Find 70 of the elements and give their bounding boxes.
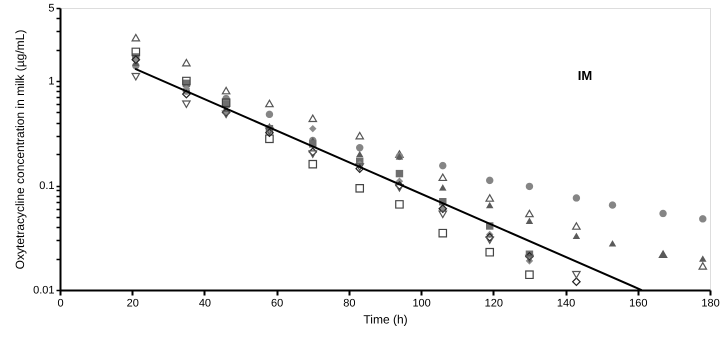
point	[699, 215, 706, 223]
point	[572, 270, 581, 279]
point	[182, 76, 191, 86]
point	[485, 232, 494, 242]
point	[355, 163, 364, 171]
point	[356, 150, 364, 158]
point	[396, 170, 404, 178]
point	[525, 252, 534, 261]
point	[132, 34, 140, 42]
point	[308, 160, 318, 168]
x-tick-label: 60	[271, 298, 284, 310]
point	[572, 194, 580, 202]
point	[439, 184, 446, 191]
point	[309, 124, 316, 132]
point	[182, 90, 191, 98]
point	[355, 184, 364, 193]
point	[526, 218, 534, 224]
point	[132, 72, 140, 81]
point	[265, 134, 274, 144]
point	[182, 58, 191, 66]
point	[308, 148, 318, 156]
point	[395, 200, 404, 209]
point	[439, 162, 446, 170]
x-tick-label: 80	[343, 298, 356, 310]
point	[438, 228, 448, 238]
x-tick-label: 20	[126, 298, 139, 310]
point	[182, 100, 191, 108]
point	[608, 201, 616, 209]
point	[485, 194, 494, 202]
point	[699, 255, 706, 262]
point	[222, 86, 230, 94]
point	[525, 254, 534, 262]
point	[308, 114, 318, 122]
x-tick-label: 120	[484, 298, 504, 310]
point	[266, 110, 274, 118]
x-tick-label: 160	[629, 298, 648, 310]
point	[572, 232, 580, 240]
point	[438, 173, 448, 182]
y-tick-label: 1	[48, 76, 54, 88]
point	[486, 176, 494, 184]
y-tick-label: 0.1	[39, 180, 54, 192]
x-axis-title: Time (h)	[363, 312, 408, 326]
point	[355, 132, 364, 140]
x-tick-label: 140	[556, 298, 576, 310]
point	[222, 98, 230, 108]
y-tick-label: 5	[48, 2, 54, 14]
point	[265, 100, 274, 108]
point	[526, 182, 534, 190]
point	[525, 270, 534, 280]
point	[659, 210, 667, 218]
point	[698, 262, 708, 270]
x-tick-label: 180	[701, 298, 720, 310]
point	[438, 210, 448, 218]
point	[308, 150, 318, 158]
point	[525, 210, 534, 218]
y-axis-title: Oxytetracycline concentration in milk (µg/mL)	[13, 30, 28, 270]
annotation: IM	[578, 68, 592, 83]
point	[395, 184, 404, 192]
point	[608, 240, 616, 246]
x-tick-label: 100	[412, 298, 431, 310]
x-tick-label: 0	[57, 298, 64, 310]
point	[572, 222, 581, 230]
point	[132, 48, 140, 56]
y-tick-label: 0.01	[33, 284, 54, 296]
x-tick-label: 40	[198, 298, 212, 310]
point	[485, 248, 494, 257]
point	[485, 236, 494, 244]
point	[486, 202, 494, 208]
point	[356, 144, 364, 152]
point	[572, 277, 581, 286]
